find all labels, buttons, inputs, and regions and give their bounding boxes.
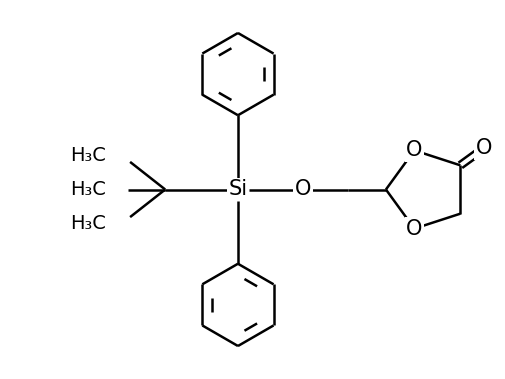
- Text: O: O: [406, 140, 422, 160]
- Text: O: O: [294, 180, 311, 199]
- Text: O: O: [475, 138, 491, 158]
- Text: O: O: [406, 219, 422, 239]
- Text: H₃C: H₃C: [70, 214, 106, 233]
- Text: H₃C: H₃C: [70, 180, 106, 199]
- Text: H₃C: H₃C: [70, 146, 106, 165]
- Text: Si: Si: [228, 180, 247, 199]
